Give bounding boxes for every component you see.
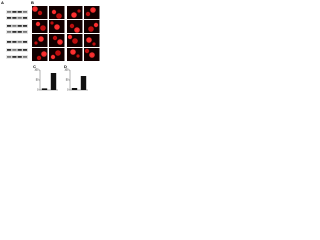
cell: [40, 25, 46, 31]
blot-band: [17, 17, 22, 19]
cell: [56, 13, 62, 19]
cell: [77, 9, 81, 13]
cell: [55, 50, 61, 56]
blot-band: [22, 17, 28, 19]
blot-band: [7, 17, 12, 19]
blot-band: [17, 25, 22, 27]
panel-label: A: [1, 0, 4, 5]
cell: [74, 27, 80, 33]
western-blots: [6, 10, 28, 59]
micrographs: [32, 6, 100, 61]
blot-strip: [6, 55, 28, 59]
cell: [71, 12, 77, 18]
cell: [68, 35, 72, 39]
cell: [36, 55, 42, 61]
cell: [88, 26, 94, 32]
cell: [85, 11, 91, 17]
cell: [36, 22, 40, 26]
panel-label: C: [33, 64, 36, 69]
y-tick-label: 0: [37, 89, 39, 92]
blot-band: [12, 25, 17, 27]
y-tick-label: 0: [67, 89, 69, 92]
blot-band: [22, 31, 28, 33]
bar: [50, 73, 57, 90]
blot-band: [7, 56, 12, 58]
blot-band: [12, 17, 17, 19]
blot-band: [7, 25, 12, 27]
blot-band: [12, 41, 17, 43]
panel-label: D: [64, 64, 67, 69]
blot-band: [12, 11, 17, 13]
cell: [70, 49, 76, 55]
cell: [76, 54, 80, 58]
cell: [69, 23, 75, 29]
blot-band: [12, 49, 17, 51]
blot-band: [22, 41, 28, 43]
blot-band: [17, 49, 22, 51]
blot-strip: [6, 16, 28, 20]
panel-label: B: [31, 0, 34, 5]
blot-band: [22, 56, 28, 58]
blot-strip: [6, 10, 28, 14]
blot-band: [7, 41, 12, 43]
blot-strip: [6, 30, 28, 34]
cell: [54, 24, 60, 30]
cell: [37, 10, 43, 16]
blot-band: [7, 31, 12, 33]
blot-band: [22, 49, 28, 51]
y-tick-label: 100: [64, 69, 69, 72]
y-tick-label: 50: [66, 79, 69, 82]
blot-band: [7, 49, 12, 51]
blot-band: [17, 56, 22, 58]
cell: [38, 36, 44, 42]
blot-band: [12, 56, 17, 58]
blot-band: [17, 41, 22, 43]
cell: [72, 38, 78, 44]
cell: [89, 52, 95, 58]
cell: [94, 23, 98, 27]
blot-strip: [6, 48, 28, 52]
bar: [71, 88, 78, 90]
cell: [86, 37, 92, 43]
cell: [52, 10, 56, 14]
figure: A B C D 0 50 100 0 50 100: [1, 0, 100, 92]
cell: [34, 41, 38, 45]
bar: [80, 76, 87, 90]
cell: [90, 7, 96, 13]
cell: [57, 39, 63, 45]
cell: [41, 51, 47, 57]
blot-band: [22, 25, 28, 27]
cell: [92, 42, 96, 46]
cell: [50, 21, 54, 25]
blot-band: [22, 11, 28, 13]
cell: [51, 55, 55, 59]
bar: [41, 88, 48, 90]
blot-band: [17, 31, 22, 33]
blot-band: [17, 11, 22, 13]
cell: [32, 6, 38, 12]
y-tick-label: 100: [34, 69, 39, 72]
cell: [52, 35, 58, 41]
y-tick-label: 50: [36, 79, 39, 82]
blot-band: [7, 11, 12, 13]
blot-band: [12, 31, 17, 33]
blot-strip: [6, 40, 28, 44]
blot-strip: [6, 24, 28, 28]
cell: [84, 48, 90, 54]
